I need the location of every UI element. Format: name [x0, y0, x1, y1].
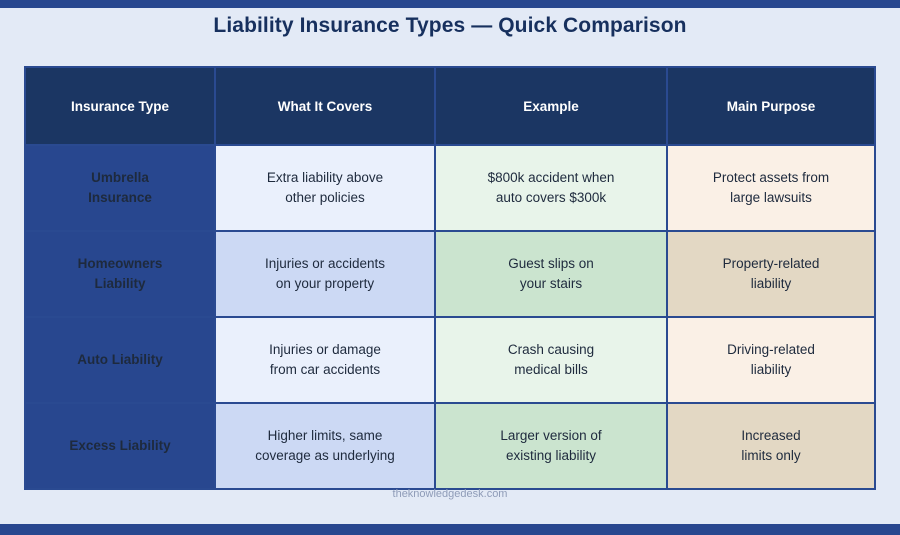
- table-row: Auto Liability Injuries or damage from ca…: [24, 316, 876, 404]
- cell-insurance-type: Excess Liability: [24, 402, 216, 490]
- table-header-row: Insurance Type What It Covers Example Ma…: [24, 66, 876, 146]
- cell-insurance-type: Auto Liability: [24, 316, 216, 404]
- cell-main-purpose: Increased limits only: [666, 402, 876, 490]
- cell-main-purpose: Protect assets from large lawsuits: [666, 144, 876, 232]
- cell-what-it-covers: Higher limits, same coverage as underlyin…: [214, 402, 436, 490]
- table-row: Homeowners Liability Injuries or accident…: [24, 230, 876, 318]
- bottom-accent-bar: [0, 524, 900, 535]
- column-header-example: Example: [434, 66, 668, 146]
- cell-what-it-covers: Extra liability above other policies: [214, 144, 436, 232]
- cell-what-it-covers: Injuries or accidents on your property: [214, 230, 436, 318]
- comparison-table-container: Insurance Type What It Covers Example Ma…: [24, 66, 876, 490]
- page-title: Liability Insurance Types — Quick Compar…: [213, 14, 687, 37]
- table-row: Umbrella Insurance Extra liability above o…: [24, 144, 876, 232]
- cell-insurance-type: Homeowners Liability: [24, 230, 216, 318]
- cell-main-purpose: Driving-related liability: [666, 316, 876, 404]
- cell-main-purpose: Property-related liability: [666, 230, 876, 318]
- footer-attribution: theknowledgedesk.com: [392, 488, 508, 500]
- cell-example: Guest slips on your stairs: [434, 230, 668, 318]
- column-header-what-it-covers: What It Covers: [214, 66, 436, 146]
- column-header-insurance-type: Insurance Type: [24, 66, 216, 146]
- column-header-main-purpose: Main Purpose: [666, 66, 876, 146]
- top-accent-bar: [0, 0, 900, 8]
- cell-example: Crash causing medical bills: [434, 316, 668, 404]
- comparison-table: Insurance Type What It Covers Example Ma…: [24, 66, 876, 490]
- cell-what-it-covers: Injuries or damage from car accidents: [214, 316, 436, 404]
- cell-insurance-type: Umbrella Insurance: [24, 144, 216, 232]
- cell-example: Larger version of existing liability: [434, 402, 668, 490]
- table-row: Excess Liability Higher limits, same cove…: [24, 402, 876, 490]
- cell-example: $800k accident when auto covers $300k: [434, 144, 668, 232]
